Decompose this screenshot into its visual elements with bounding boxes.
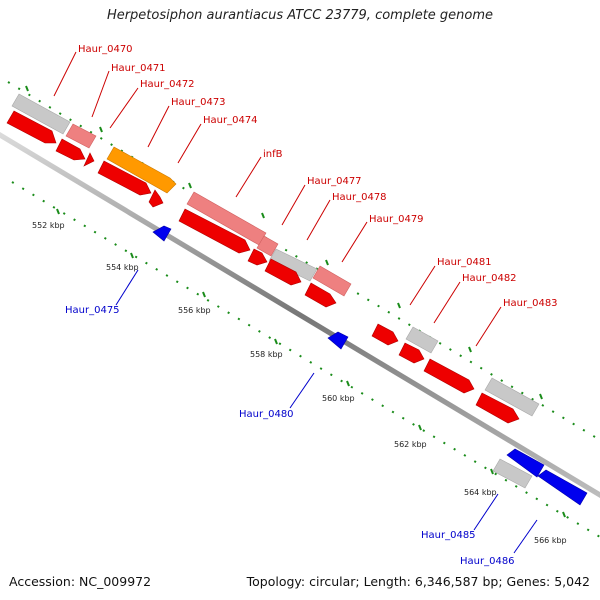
tick-mark	[130, 252, 134, 259]
pink-genes	[65, 123, 352, 297]
gene-feature[interactable]	[83, 152, 95, 167]
gene-feature[interactable]	[327, 331, 349, 350]
gene-feature[interactable]	[304, 282, 337, 308]
tick-label: 566 kbp	[534, 536, 567, 545]
gene-label[interactable]: Haur_0479	[369, 214, 424, 225]
gene-label[interactable]: Haur_0478	[332, 192, 387, 203]
blue-genes	[152, 225, 588, 506]
gene-feature[interactable]	[97, 160, 152, 196]
tick-label: 562 kbp	[394, 440, 427, 449]
tick-mark	[188, 182, 192, 189]
gene-label[interactable]: Haur_0482	[462, 273, 517, 284]
gene-label[interactable]: Haur_0470	[78, 44, 133, 55]
gene-feature[interactable]	[152, 225, 172, 242]
tick-mark	[56, 208, 60, 215]
tick-mark	[99, 126, 103, 133]
gene-feature[interactable]	[492, 458, 533, 489]
reverse-gene-labels: Haur_0475 Haur_0480 Haur_0485 Haur_0486	[65, 305, 515, 567]
tick-label: 554 kbp	[106, 263, 139, 272]
scale-tracks	[7, 81, 600, 538]
gene-feature[interactable]	[148, 189, 164, 208]
tick-label: 556 kbp	[178, 306, 211, 315]
gene-feature[interactable]	[268, 248, 318, 282]
tick-mark	[539, 393, 543, 400]
gene-feature[interactable]	[312, 265, 352, 297]
topology-text: Topology: circular; Length: 6,346,587 bp…	[246, 574, 590, 589]
tick-label: 552 kbp	[32, 221, 65, 230]
neutral-genes	[11, 93, 540, 489]
gene-label[interactable]: Haur_0480	[239, 409, 294, 420]
gene-feature[interactable]	[178, 208, 251, 254]
gene-label[interactable]: Haur_0473	[171, 97, 226, 108]
forward-gene-labels: Haur_0470 Haur_0471 Haur_0472 Haur_0473 …	[78, 44, 558, 309]
gene-label[interactable]: Haur_0477	[307, 176, 362, 187]
tick-mark	[346, 380, 350, 387]
gene-feature[interactable]	[106, 146, 177, 194]
tick-label: 560 kbp	[322, 394, 355, 403]
tick-mark	[261, 212, 265, 219]
tick-mark	[562, 511, 566, 518]
gene-feature[interactable]	[475, 392, 520, 424]
gene-feature[interactable]	[371, 323, 399, 346]
tick-mark	[490, 468, 494, 475]
gene-label[interactable]: Haur_0475	[65, 305, 120, 316]
gene-feature[interactable]	[6, 110, 57, 144]
gene-label[interactable]: Haur_0483	[503, 298, 558, 309]
reverse-leader-lines	[115, 269, 538, 554]
tick-mark	[468, 346, 472, 353]
tick-mark	[418, 424, 422, 431]
gene-label[interactable]: Haur_0486	[460, 556, 515, 567]
tick-mark	[25, 85, 29, 92]
gene-feature[interactable]	[256, 235, 279, 257]
gene-label[interactable]: Haur_0485	[421, 530, 476, 541]
gene-feature[interactable]	[506, 448, 545, 478]
gene-label[interactable]: Haur_0481	[437, 257, 492, 268]
gene-feature[interactable]	[264, 258, 302, 286]
gene-feature[interactable]	[405, 326, 439, 354]
orange-genes	[106, 146, 177, 194]
tick-label: 564 kbp	[464, 488, 497, 497]
gene-label[interactable]: infB	[263, 149, 283, 160]
gene-feature[interactable]	[484, 377, 540, 417]
gene-feature[interactable]	[423, 358, 475, 394]
gene-label[interactable]: Haur_0474	[203, 115, 258, 126]
gene-feature[interactable]	[11, 93, 71, 135]
gene-feature[interactable]	[65, 123, 97, 149]
tick-mark	[274, 338, 278, 345]
gene-feature[interactable]	[247, 248, 268, 266]
gene-feature[interactable]	[398, 342, 425, 364]
forward-leader-lines	[53, 51, 502, 347]
gene-feature[interactable]	[55, 138, 86, 161]
genome-backbone	[0, 132, 600, 498]
gene-label[interactable]: Haur_0471	[111, 63, 166, 74]
tick-mark	[397, 302, 401, 309]
tick-mark	[325, 259, 329, 266]
gene-label[interactable]: Haur_0472	[140, 79, 195, 90]
accession-text: Accession: NC_009972	[9, 574, 152, 589]
tick-label: 558 kbp	[250, 350, 283, 359]
tick-mark	[202, 291, 206, 298]
scale-tick-labels: 552 kbp 554 kbp 556 kbp 558 kbp 560 kbp …	[32, 221, 567, 545]
map-title: Herpetosiphon aurantiacus ATCC 23779, co…	[106, 8, 494, 23]
red-genes	[6, 110, 520, 424]
gene-feature[interactable]	[537, 469, 588, 506]
scale-ticks	[25, 85, 566, 518]
